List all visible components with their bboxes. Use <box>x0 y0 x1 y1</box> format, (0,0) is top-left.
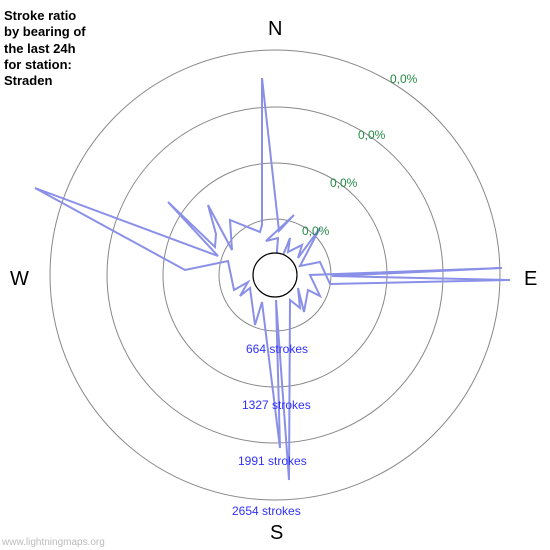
ring-label-green-2: 0,0% <box>358 128 385 142</box>
ring-label-green-3: 0,0% <box>390 72 417 86</box>
ring-label-blue-1: 1327 strokes <box>242 398 311 412</box>
ring-label-blue-3: 2654 strokes <box>232 504 301 518</box>
cardinal-w: W <box>10 268 29 291</box>
watermark-text: www.lightningmaps.org <box>2 537 105 548</box>
cardinal-s: S <box>270 522 283 545</box>
ring-label-green-0: 0,0% <box>302 224 329 238</box>
ring-label-blue-2: 1991 strokes <box>238 454 307 468</box>
cardinal-n: N <box>268 18 282 41</box>
cardinal-e: E <box>524 268 537 291</box>
ring-label-green-1: 0,0% <box>330 176 357 190</box>
ring-label-blue-0: 664 strokes <box>246 342 308 356</box>
chart-title: Stroke ratio by bearing of the last 24h … <box>4 8 86 89</box>
center-hole <box>253 253 297 297</box>
